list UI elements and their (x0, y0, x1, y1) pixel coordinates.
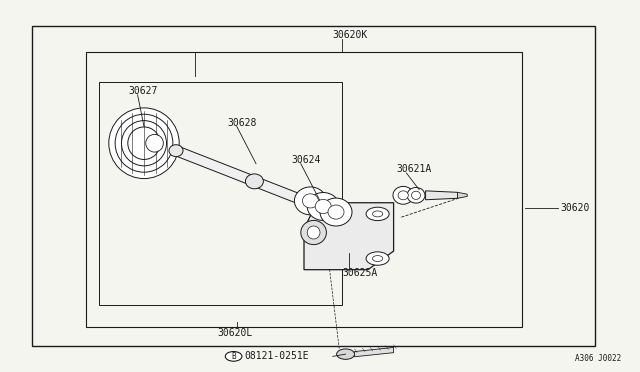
Circle shape (225, 352, 242, 361)
Ellipse shape (122, 121, 166, 166)
Ellipse shape (398, 191, 408, 200)
Circle shape (372, 211, 383, 217)
Circle shape (366, 252, 389, 265)
Ellipse shape (328, 205, 344, 219)
Bar (99, 82, 342, 305)
Ellipse shape (146, 134, 163, 152)
Polygon shape (426, 191, 458, 200)
Text: A306 J0022: A306 J0022 (575, 354, 621, 363)
Polygon shape (355, 347, 394, 357)
Ellipse shape (128, 127, 160, 160)
Text: 30628: 30628 (227, 118, 257, 128)
Bar (32, 26, 595, 346)
Ellipse shape (320, 198, 352, 226)
Text: 30621A: 30621A (397, 164, 432, 174)
Ellipse shape (393, 186, 413, 204)
Ellipse shape (301, 220, 326, 245)
Polygon shape (304, 203, 394, 270)
Ellipse shape (315, 199, 332, 214)
Text: 30624: 30624 (291, 155, 321, 165)
Ellipse shape (302, 194, 319, 208)
Ellipse shape (407, 187, 425, 203)
Text: 08121-0251E: 08121-0251E (244, 352, 309, 361)
Text: 30620: 30620 (560, 203, 589, 213)
Ellipse shape (294, 187, 326, 215)
Text: 30620K: 30620K (333, 31, 368, 40)
Text: 30625A: 30625A (342, 269, 378, 278)
Text: B: B (231, 352, 236, 361)
Ellipse shape (412, 191, 420, 199)
Bar (86, 52, 522, 327)
Ellipse shape (246, 174, 264, 189)
Polygon shape (172, 147, 337, 216)
Circle shape (337, 349, 355, 359)
Ellipse shape (169, 145, 183, 157)
Ellipse shape (109, 108, 179, 179)
Polygon shape (458, 192, 467, 198)
Ellipse shape (115, 114, 173, 172)
Circle shape (372, 256, 383, 262)
Text: 30627: 30627 (128, 86, 157, 96)
Text: 30620L: 30620L (218, 328, 253, 338)
Ellipse shape (307, 226, 320, 239)
Ellipse shape (307, 193, 339, 220)
Circle shape (366, 207, 389, 221)
